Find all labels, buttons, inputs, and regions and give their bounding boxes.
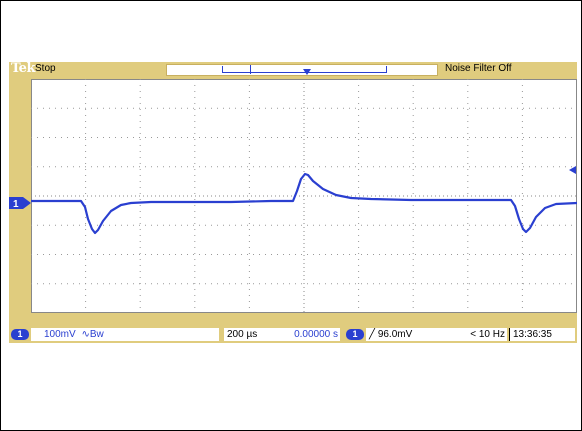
trigger-level-value: 96.0mV xyxy=(377,329,413,340)
oscilloscope-display: Tek Stop Noise Filter Off xyxy=(9,61,577,343)
acquisition-status: Stop xyxy=(35,63,56,74)
trigger-frequency-readout: < 10 Hz xyxy=(435,328,507,341)
ch1-waveform-trace xyxy=(31,172,577,235)
ch1-coupling-icon: ∿Bw xyxy=(81,329,104,340)
trigger-level-readout: ╱ 96.0mV xyxy=(366,328,435,341)
record-length-bar xyxy=(166,64,438,76)
waveform-graticule xyxy=(31,79,577,313)
timebase-position-readout: 0.00000 s xyxy=(288,328,340,341)
record-view-window xyxy=(222,66,387,73)
ch1-scale-readout: 100mV ∿Bw xyxy=(31,328,219,341)
noise-filter-status: Noise Filter Off xyxy=(445,63,512,74)
scope-bottom-bar: 1 100mV ∿Bw 200 µs 0.00000 s 1 ╱ 96.0mV … xyxy=(9,327,577,343)
graticule-grid xyxy=(31,79,577,313)
ch1-badge: 1 xyxy=(11,329,29,340)
scope-top-bar: Tek Stop Noise Filter Off xyxy=(9,61,577,76)
timebase-scale-readout: 200 µs xyxy=(224,328,288,341)
ch1-scale-value: 100mV xyxy=(44,329,76,340)
svg-text:1: 1 xyxy=(13,199,19,209)
record-trigger-mark xyxy=(250,65,251,74)
ch1-ground-marker-icon: 1 xyxy=(9,197,31,209)
trigger-source-badge: 1 xyxy=(346,329,364,340)
clock-readout: 13:36:35 xyxy=(509,328,575,341)
trigger-slope-icon: ╱ xyxy=(369,329,376,340)
trigger-level-arrow-icon xyxy=(569,166,576,174)
brand-logo: Tek xyxy=(11,61,35,76)
